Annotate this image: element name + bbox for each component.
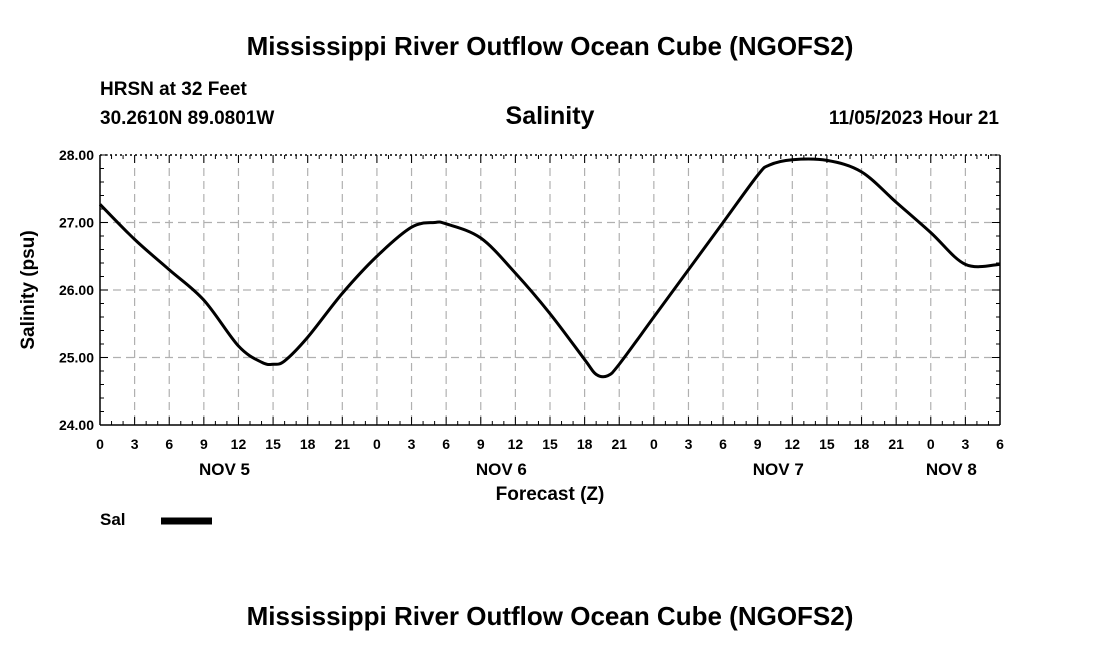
x-axis-label: Forecast (Z) [496, 484, 605, 505]
variable-title: Salinity [506, 102, 595, 130]
x-tick-label: 15 [542, 436, 558, 452]
x-date-label: NOV 6 [476, 460, 527, 479]
x-tick-label: 3 [961, 436, 969, 452]
x-date-label: NOV 5 [199, 460, 250, 479]
legend-label: Sal [100, 510, 126, 529]
y-axis-label: Salinity (psu) [18, 230, 39, 349]
station-label: HRSN at 32 Feet [100, 79, 247, 100]
x-tick-label: 6 [442, 436, 450, 452]
chart-title: Mississippi River Outflow Ocean Cube (NG… [247, 31, 854, 61]
plot-series [98, 157, 1001, 379]
x-tick-label: 0 [927, 436, 935, 452]
y-tick-label: 25.00 [59, 350, 94, 366]
x-tick-label: 6 [996, 436, 1004, 452]
x-date-label: NOV 8 [926, 460, 977, 479]
station-coords: 30.2610N 89.0801W [100, 108, 274, 129]
salinity-series-line [98, 157, 1001, 379]
x-tick-label: 9 [200, 436, 208, 452]
footer-title: Mississippi River Outflow Ocean Cube (NG… [247, 601, 854, 631]
x-tick-label: 12 [231, 436, 247, 452]
x-tick-label: 18 [300, 436, 316, 452]
x-date-label: NOV 7 [753, 460, 804, 479]
x-tick-label: 12 [785, 436, 801, 452]
x-tick-label: 3 [408, 436, 416, 452]
x-tick-label: 18 [577, 436, 593, 452]
x-tick-label: 6 [719, 436, 727, 452]
y-tick-label: 26.00 [59, 282, 94, 298]
x-tick-label: 12 [508, 436, 524, 452]
x-tick-label: 9 [477, 436, 485, 452]
x-tick-label: 9 [754, 436, 762, 452]
y-tick-label: 28.00 [59, 147, 94, 163]
x-tick-label: 0 [373, 436, 381, 452]
plot-axes: 24.00 25.00 26.00 27.00 28.00 0 3 6 9 12 15 18 21 0 3 6… [59, 147, 1004, 479]
x-tick-label: 15 [819, 436, 835, 452]
x-tick-label: 21 [888, 436, 904, 452]
forecast-datetime: 11/05/2023 Hour 21 [829, 108, 999, 129]
x-tick-label: 0 [650, 436, 658, 452]
x-tick-label: 3 [131, 436, 139, 452]
x-tick-label: 18 [854, 436, 870, 452]
x-tick-label: 15 [265, 436, 281, 452]
x-tick-label: 6 [165, 436, 173, 452]
x-tick-label: 21 [335, 436, 351, 452]
x-tick-label: 21 [611, 436, 627, 452]
x-tick-label: 3 [685, 436, 693, 452]
y-tick-label: 27.00 [59, 215, 94, 231]
y-tick-label: 24.00 [59, 417, 94, 433]
x-tick-label: 0 [96, 436, 104, 452]
plot-grid [100, 155, 1000, 425]
